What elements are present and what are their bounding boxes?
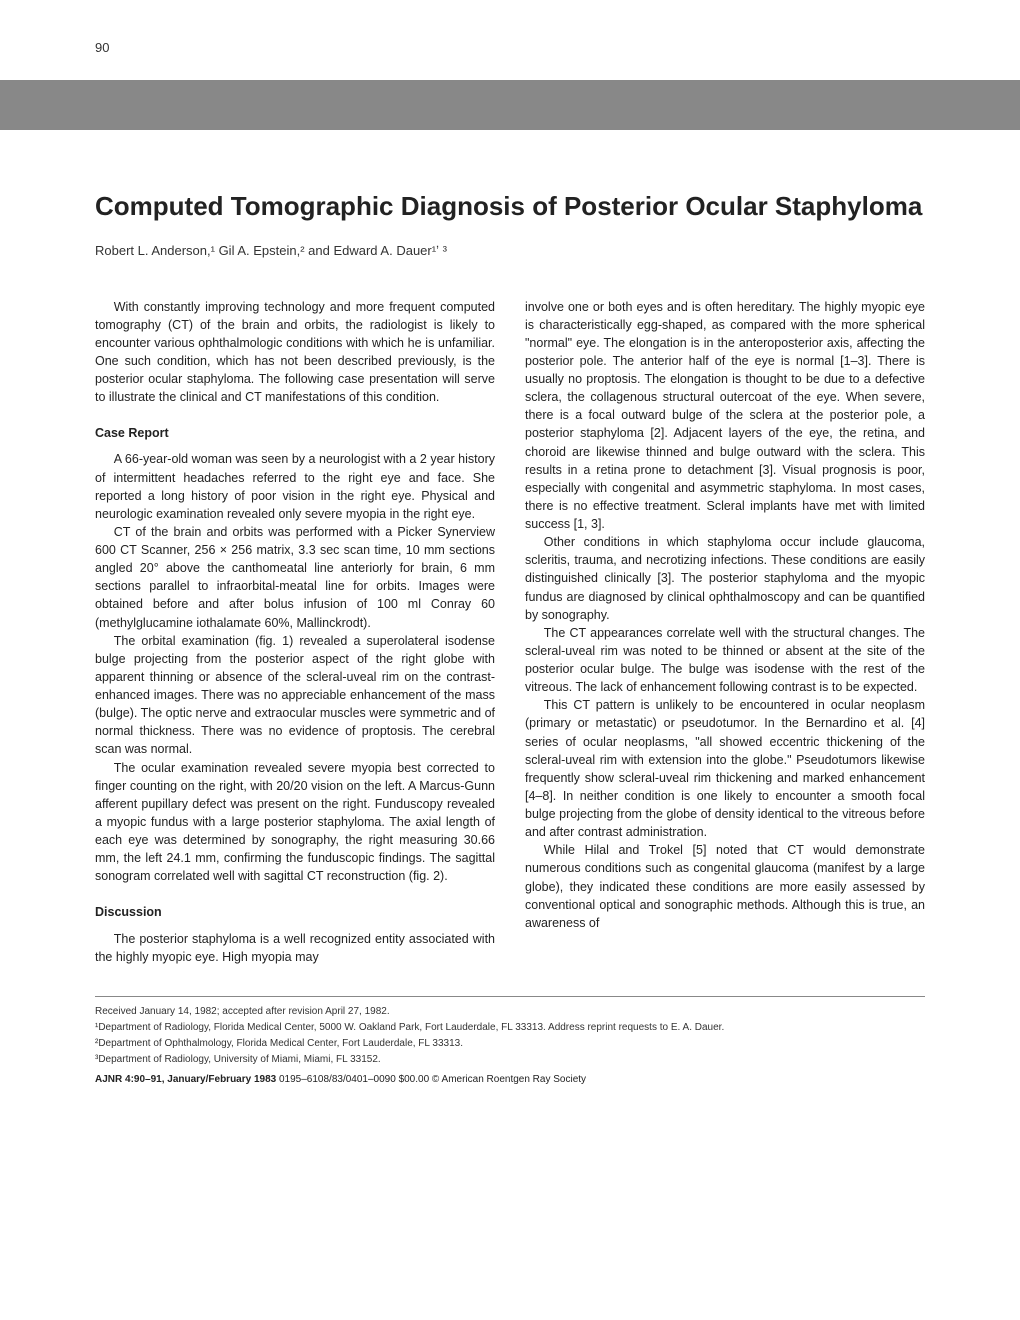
left-column: With constantly improving technology and… bbox=[95, 298, 495, 966]
case-paragraph: CT of the brain and orbits was performed… bbox=[95, 523, 495, 632]
body-paragraph: Other conditions in which staphyloma occ… bbox=[525, 533, 925, 624]
footnote-dept: ²Department of Ophthalmology, Florida Me… bbox=[95, 1037, 925, 1051]
case-report-heading: Case Report bbox=[95, 424, 495, 442]
right-column: involve one or both eyes and is often he… bbox=[525, 298, 925, 966]
body-paragraph: involve one or both eyes and is often he… bbox=[525, 298, 925, 534]
footnote-received: Received January 14, 1982; accepted afte… bbox=[95, 1005, 925, 1019]
footnote-dept: ¹Department of Radiology, Florida Medica… bbox=[95, 1021, 925, 1035]
text-columns: With constantly improving technology and… bbox=[95, 298, 925, 966]
footnote-dept: ³Department of Radiology, University of … bbox=[95, 1053, 925, 1067]
intro-paragraph: With constantly improving technology and… bbox=[95, 298, 495, 407]
body-paragraph: While Hilal and Trokel [5] noted that CT… bbox=[525, 841, 925, 932]
case-paragraph: A 66-year-old woman was seen by a neurol… bbox=[95, 450, 495, 523]
article-content: Computed Tomographic Diagnosis of Poster… bbox=[0, 190, 1020, 1087]
body-paragraph: This CT pattern is unlikely to be encoun… bbox=[525, 696, 925, 841]
case-paragraph: The ocular examination revealed severe m… bbox=[95, 759, 495, 886]
article-authors: Robert L. Anderson,¹ Gil A. Epstein,² an… bbox=[95, 243, 925, 258]
body-paragraph: The CT appearances correlate well with t… bbox=[525, 624, 925, 697]
page-number: 90 bbox=[95, 40, 1020, 55]
discussion-paragraph: The posterior staphyloma is a well recog… bbox=[95, 930, 495, 966]
footnotes: Received January 14, 1982; accepted afte… bbox=[95, 996, 925, 1087]
journal-citation: AJNR 4:90–91, January/February 1983 0195… bbox=[95, 1073, 925, 1087]
header-bar bbox=[0, 80, 1020, 130]
case-paragraph: The orbital examination (fig. 1) reveale… bbox=[95, 632, 495, 759]
article-title: Computed Tomographic Diagnosis of Poster… bbox=[95, 190, 925, 223]
discussion-heading: Discussion bbox=[95, 903, 495, 921]
